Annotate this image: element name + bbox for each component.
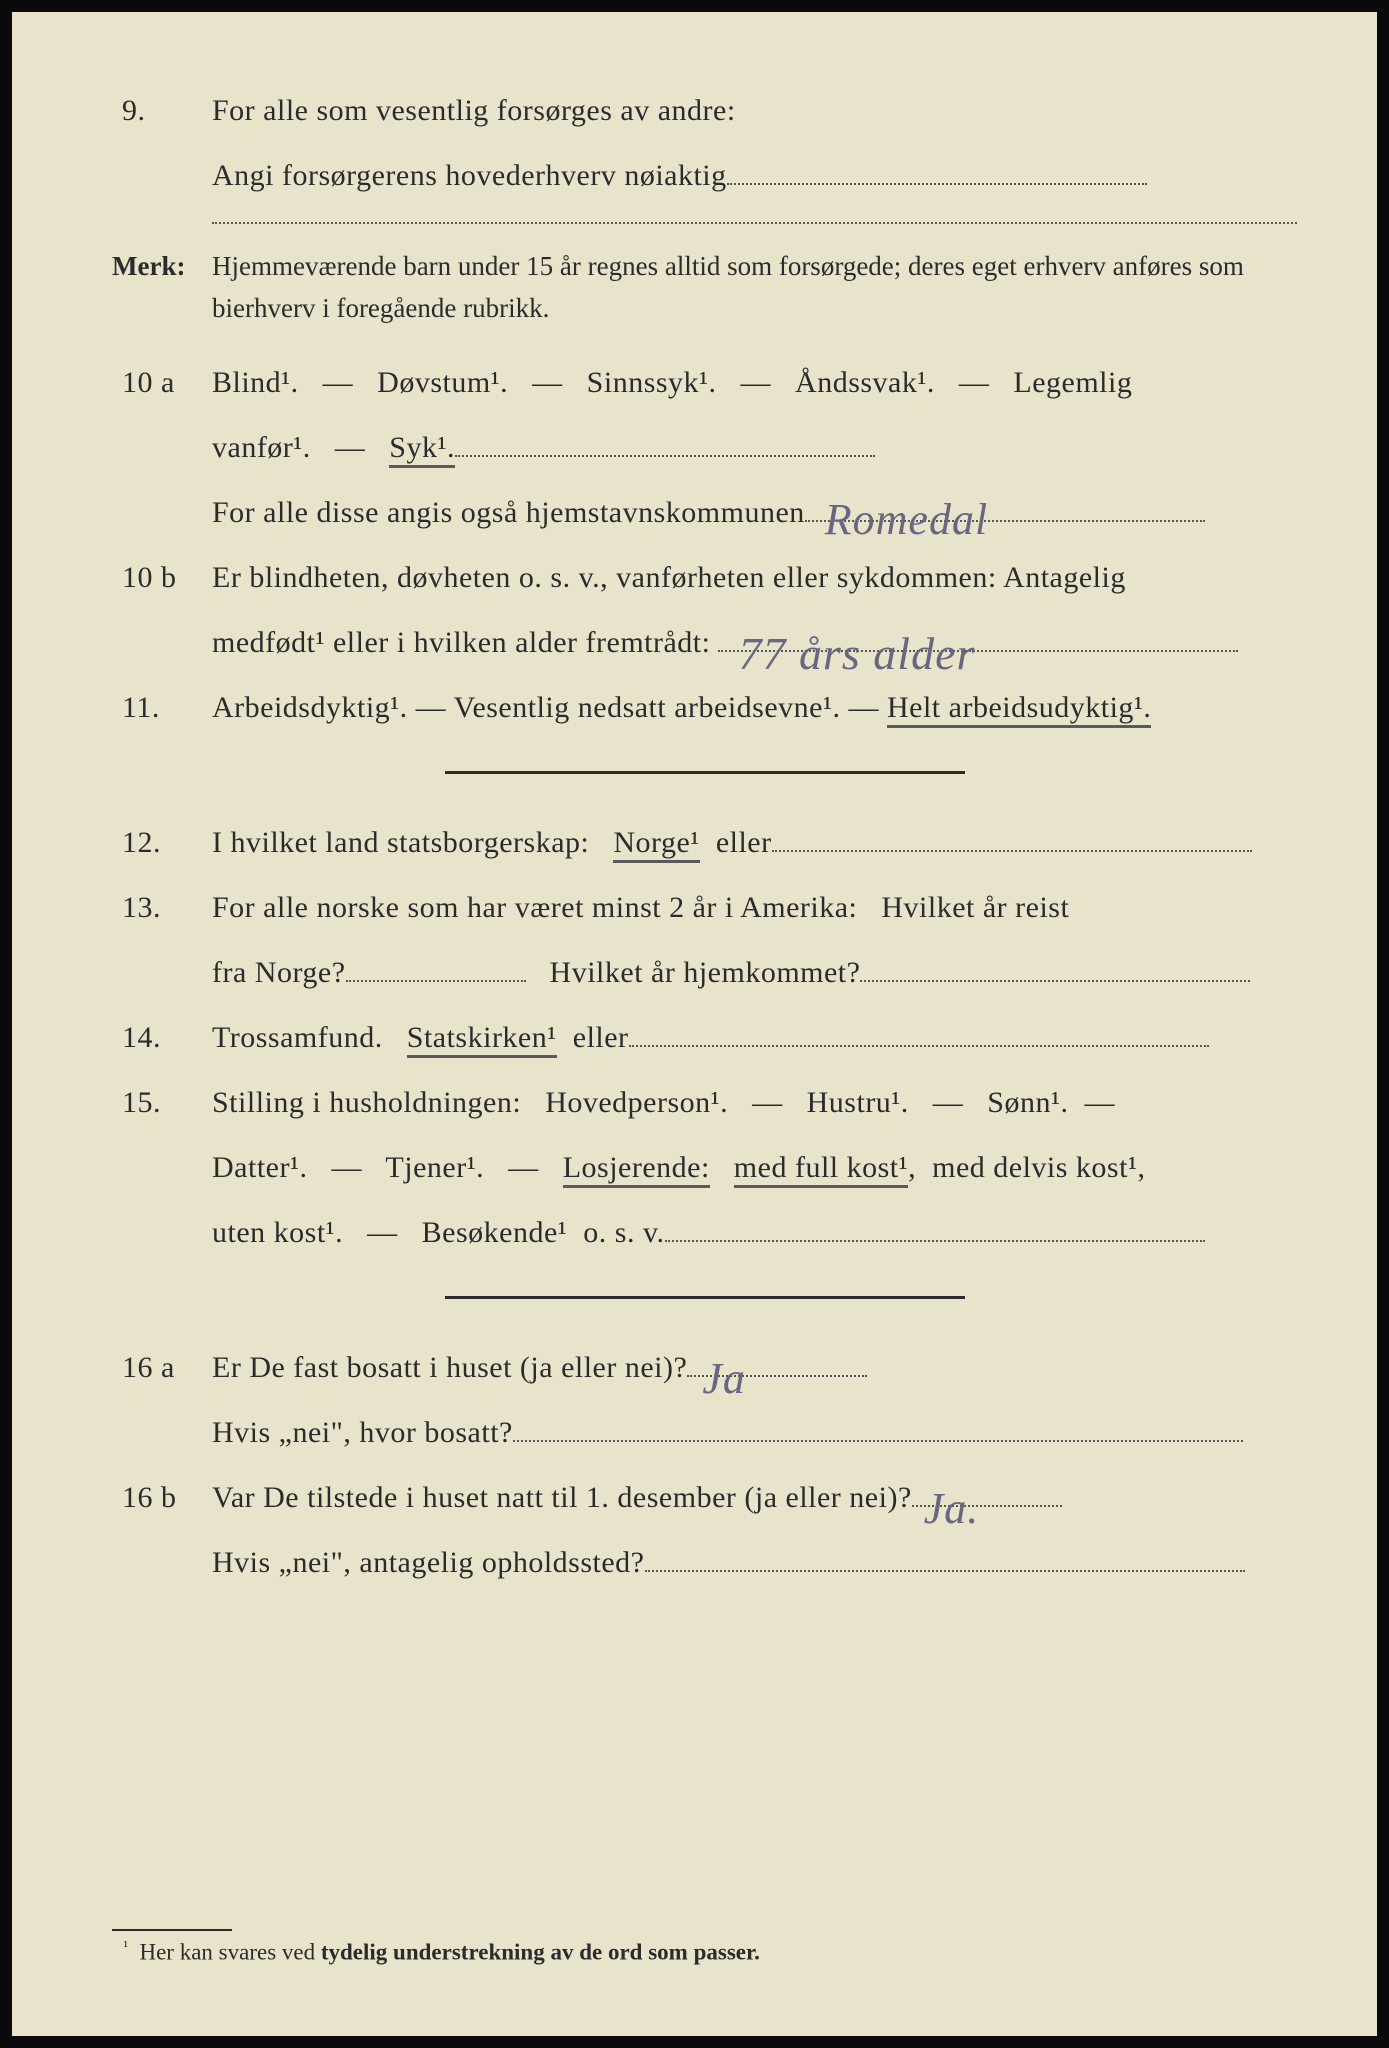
- q15-b: , med delvis kost¹,: [908, 1151, 1145, 1184]
- section-divider-2: [445, 1296, 965, 1299]
- q16b-line1: 16 b Var De tilstede i huset natt til 1.…: [112, 1469, 1297, 1526]
- q15-c: uten kost¹. — Besøkende¹ o. s. v.: [212, 1216, 665, 1249]
- q16b-handwriting: Ja.: [924, 1467, 980, 1551]
- q13-blank1[interactable]: [346, 980, 526, 982]
- q10b-line1: 10 b Er blindheten, døvheten o. s. v., v…: [112, 549, 1297, 606]
- q12-b: eller: [700, 826, 772, 859]
- q16b-blank[interactable]: Ja.: [912, 1505, 1062, 1507]
- q15-blank[interactable]: [665, 1240, 1205, 1242]
- footnote-marker: ¹: [124, 1939, 128, 1955]
- q10a-number: 10 a: [112, 354, 212, 411]
- q13-text1: For alle norske som har været minst 2 år…: [212, 879, 1297, 936]
- q14-a: Trossamfund.: [212, 1021, 407, 1054]
- q14-b: eller: [557, 1021, 629, 1054]
- q16b-number: 16 b: [112, 1469, 212, 1526]
- q10b-text2: medfødt¹ eller i hvilken alder fremtrådt…: [212, 626, 710, 659]
- q16b-blank2[interactable]: [645, 1570, 1245, 1572]
- q10a-text3: For alle disse angis også hjemstavnskomm…: [212, 496, 805, 529]
- q10a-blank1[interactable]: [455, 455, 875, 457]
- q15-a: Datter¹. — Tjener¹. —: [212, 1151, 563, 1184]
- q13-line2: fra Norge? Hvilket år hjemkommet?: [112, 944, 1297, 1001]
- q16a-text1: Er De fast bosatt i huset (ja eller nei)…: [212, 1351, 687, 1384]
- q10b-text1: Er blindheten, døvheten o. s. v., vanfør…: [212, 549, 1297, 606]
- q14-stats: Statskirken¹: [407, 1021, 557, 1058]
- q15-line3: uten kost¹. — Besøkende¹ o. s. v.: [112, 1204, 1297, 1261]
- q14-blank[interactable]: [629, 1045, 1209, 1047]
- q9-blank[interactable]: [727, 183, 1147, 185]
- q15-text1: Stilling i husholdningen: Hovedperson¹. …: [212, 1074, 1297, 1131]
- q10a-kommune-blank[interactable]: Romedal: [805, 520, 1205, 522]
- q16a-line1: 16 a Er De fast bosatt i huset (ja eller…: [112, 1339, 1297, 1396]
- q16b-line2: Hvis „nei", antagelig opholdssted?: [112, 1534, 1297, 1591]
- q12-blank[interactable]: [772, 850, 1252, 852]
- q10b-handwriting: 77 års alder: [738, 610, 975, 697]
- q13-number: 13.: [112, 879, 212, 936]
- section-divider-1: [445, 771, 965, 774]
- q14-number: 14.: [112, 1009, 212, 1066]
- footnote: ¹ Her kan svares ved tydelig understrekn…: [112, 1939, 1297, 1966]
- q9-number: 9.: [112, 82, 212, 139]
- q12-norge: Norge¹: [613, 826, 699, 863]
- q13-blank2[interactable]: [860, 980, 1250, 982]
- q10b-line2: medfødt¹ eller i hvilken alder fremtrådt…: [112, 614, 1297, 671]
- q10a-vanfor: vanfør¹. —: [212, 431, 389, 464]
- q15-los: Losjerende:: [563, 1151, 710, 1188]
- q11: 11. Arbeidsdyktig¹. — Vesentlig nedsatt …: [112, 679, 1297, 736]
- q14: 14. Trossamfund. Statskirken¹ eller: [112, 1009, 1297, 1066]
- q15-line1: 15. Stilling i husholdningen: Hovedperso…: [112, 1074, 1297, 1131]
- q9-line1: 9. For alle som vesentlig forsørges av a…: [112, 82, 1297, 139]
- q10a-opts: Blind¹. — Døvstum¹. — Sinnssyk¹. — Åndss…: [212, 354, 1297, 411]
- footnote-rule: [112, 1929, 232, 1931]
- q9-text2: Angi forsørgerens hovederhverv nøiaktig: [212, 159, 727, 192]
- q10b-blank[interactable]: 77 års alder: [718, 650, 1238, 652]
- merk-text: Hjemmeværende barn under 15 år regnes al…: [212, 246, 1297, 330]
- divider: [212, 222, 1297, 224]
- q11-number: 11.: [112, 679, 212, 736]
- q10a-line1: 10 a Blind¹. — Døvstum¹. — Sinnssyk¹. — …: [112, 354, 1297, 411]
- q10a-syk-underlined: Syk¹.: [389, 431, 455, 468]
- merk-label: Merk:: [112, 246, 212, 330]
- q13-a: fra Norge?: [212, 956, 346, 989]
- footnote-b: tydelig understrekning av de ord som pas…: [321, 1940, 760, 1965]
- q12-number: 12.: [112, 814, 212, 871]
- q12-a: I hvilket land statsborgerskap:: [212, 826, 613, 859]
- q16a-text2: Hvis „nei", hvor bosatt?: [212, 1416, 513, 1449]
- q10a-line3: For alle disse angis også hjemstavnskomm…: [112, 484, 1297, 541]
- footnote-block: ¹ Her kan svares ved tydelig understrekn…: [112, 1929, 1297, 1966]
- census-form-page: 9. For alle som vesentlig forsørges av a…: [0, 0, 1389, 2048]
- q15-line2: Datter¹. — Tjener¹. — Losjerende: med fu…: [112, 1139, 1297, 1196]
- q12: 12. I hvilket land statsborgerskap: Norg…: [112, 814, 1297, 871]
- q13-line1: 13. For alle norske som har været minst …: [112, 879, 1297, 936]
- merk-note: Merk: Hjemmeværende barn under 15 år reg…: [112, 246, 1297, 330]
- q10a-line2: vanfør¹. — Syk¹.: [112, 419, 1297, 476]
- q16a-number: 16 a: [112, 1339, 212, 1396]
- q15-mfk: med full kost¹: [734, 1151, 908, 1188]
- q16a-handwriting: Ja: [702, 1337, 746, 1421]
- q9-text1: For alle som vesentlig forsørges av andr…: [212, 82, 1297, 139]
- footnote-a: Her kan svares ved: [139, 1940, 320, 1965]
- q16a-blank[interactable]: Ja: [687, 1375, 867, 1377]
- q15-number: 15.: [112, 1074, 212, 1131]
- q16a-blank2[interactable]: [513, 1440, 1243, 1442]
- q10b-number: 10 b: [112, 549, 212, 606]
- q13-b: Hvilket år hjemkommet?: [550, 956, 861, 989]
- q16b-text1: Var De tilstede i huset natt til 1. dese…: [212, 1481, 912, 1514]
- q9-line2: Angi forsørgerens hovederhverv nøiaktig: [112, 147, 1297, 204]
- q10a-handwriting: Romedal: [825, 478, 988, 562]
- q16b-text2: Hvis „nei", antagelig opholdssted?: [212, 1546, 645, 1579]
